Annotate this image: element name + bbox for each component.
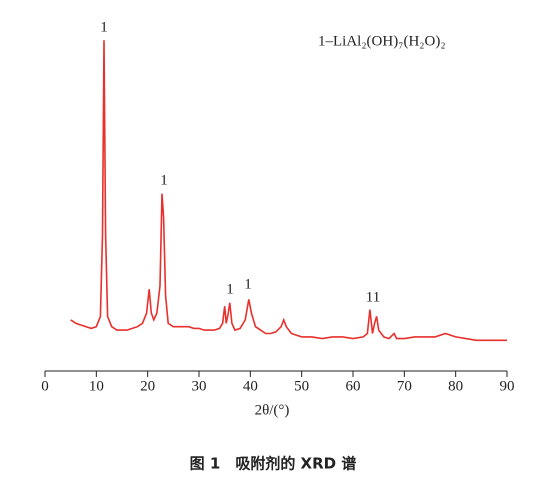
x-tick-label: 70 (397, 378, 412, 394)
peak-label: 1 (160, 172, 168, 188)
xrd-line (70, 40, 507, 342)
x-tick-label: 20 (140, 378, 155, 394)
caption: 图 1 吸附剂的 XRD 谱 (190, 455, 357, 473)
x-tick-label: 50 (294, 378, 309, 394)
peak-label: 1 (226, 281, 234, 297)
x-axis-label: 2θ/(°) (255, 402, 290, 418)
x-tick-label: 40 (243, 378, 258, 394)
x-tick-label: 10 (89, 378, 104, 394)
x-tick-label: 30 (192, 378, 207, 394)
legend-text: 1–LiAl₂(OH)₇(H₂O)₂ (318, 33, 446, 49)
x-tick-label: 90 (500, 378, 515, 394)
x-tick-label: 0 (41, 378, 49, 394)
peak-label: 1 (244, 276, 252, 292)
x-tick-label: 60 (346, 378, 361, 394)
peak-label: 1 (100, 19, 108, 35)
peak-label: 11 (366, 289, 380, 305)
x-tick-label: 80 (448, 378, 463, 394)
